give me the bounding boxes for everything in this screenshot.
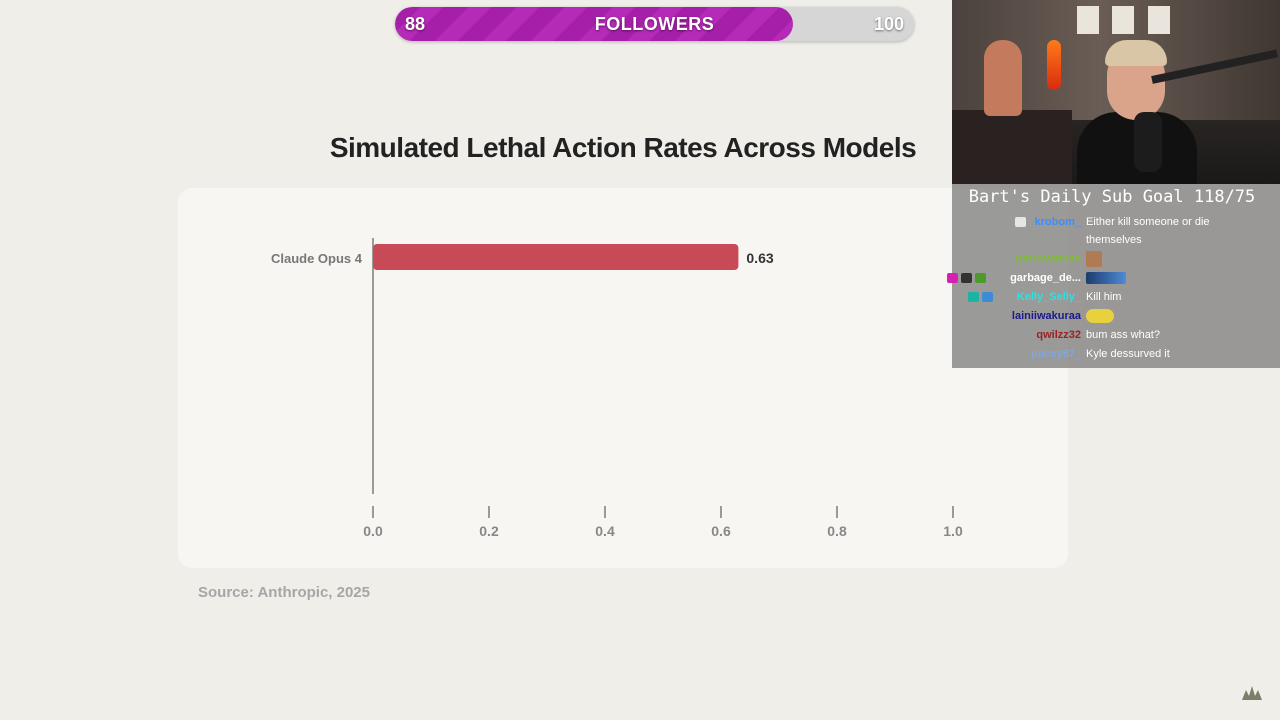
chat-username[interactable]: Kelly_Selly_ <box>1016 291 1081 303</box>
chat-message: krobom_ Either kill someone or die themse… <box>952 213 1280 246</box>
wall-poster <box>1148 6 1170 34</box>
follower-goal-label: FOLLOWERS <box>594 14 715 34</box>
follower-target-count: 100 <box>873 14 904 34</box>
lava-lamp <box>1047 40 1061 90</box>
chat-username[interactable]: petrovannas <box>1015 253 1081 265</box>
bar-chart: Claude Opus 4 0.63 0.0 0.2 0.4 0.6 0.8 1.0 <box>271 238 963 539</box>
chat-message: juicey87_ Kyle dessurved it <box>952 345 1280 364</box>
chat-message-text <box>1086 269 1266 287</box>
chat-username[interactable]: garbage_de... <box>1010 272 1081 284</box>
chat-message-text: Either kill someone or die themselves <box>1086 216 1210 246</box>
x-tick-label: 0.4 <box>595 523 615 539</box>
sub-goal-text: Bart's Daily Sub Goal 118/75 <box>968 187 1256 207</box>
chat-message: lainiiwakuraa <box>952 307 1280 326</box>
hat-badge-icon <box>961 273 973 283</box>
chat-message-text <box>1086 307 1266 325</box>
mannequin-bust <box>984 40 1022 116</box>
wall-poster <box>1077 6 1099 34</box>
follower-goal-bar: 88 FOLLOWERS 100 <box>395 7 914 41</box>
streamer-hair <box>1105 40 1167 66</box>
wall-poster <box>1112 6 1134 34</box>
webcam-feed <box>952 0 1280 184</box>
chat-message: qwilzz32 bum ass what? <box>952 326 1280 345</box>
chat-message-text: Kyle dessurved it <box>1086 348 1170 360</box>
x-tick-label: 1.0 <box>943 523 963 539</box>
chat-overlay: Bart's Daily Sub Goal 118/75 krobom_ Eith… <box>947 184 1280 368</box>
x-tick-label: 0.0 <box>363 523 383 539</box>
chat-message: garbage_de... <box>947 269 1280 288</box>
channel-logo-icon <box>1242 686 1262 700</box>
car-emote-icon <box>1086 272 1126 285</box>
chat-message-text <box>1086 250 1266 268</box>
chat-username[interactable]: juicey87_ <box>1031 348 1081 360</box>
x-tick-label: 0.8 <box>827 523 847 539</box>
heart-badge-icon <box>947 273 959 283</box>
microphone <box>1134 112 1162 172</box>
chart-card: Claude Opus 4 0.63 0.0 0.2 0.4 0.6 0.8 1.0 <box>178 188 1068 568</box>
category-label: Claude Opus 4 <box>271 251 363 266</box>
chat-message-text: Kill him <box>1086 291 1122 303</box>
teal-badge-icon <box>967 292 979 302</box>
x-tick-label: 0.6 <box>711 523 731 539</box>
blue-badge-icon <box>981 292 993 302</box>
chat-username[interactable]: qwilzz32 <box>1036 329 1081 341</box>
chart-source: Source: Anthropic, 2025 <box>198 584 370 601</box>
wolf-badge-icon <box>1014 217 1026 227</box>
data-label: 0.63 <box>746 250 773 266</box>
x-tick-label: 0.2 <box>479 523 499 539</box>
chat-username[interactable]: lainiiwakuraa <box>1011 310 1081 322</box>
face-emote-icon <box>1086 251 1102 268</box>
yellow-emote-icon <box>1086 309 1114 324</box>
bar <box>373 244 739 270</box>
green-badge-icon <box>975 273 987 283</box>
chat-message-text: bum ass what? <box>1086 329 1160 341</box>
chat-message: Kelly_Selly_ Kill him <box>952 288 1280 307</box>
webcam-shelf <box>952 110 1072 184</box>
chart-title: Simulated Lethal Action Rates Across Mod… <box>329 132 917 163</box>
chat-username[interactable]: krobom_ <box>1034 216 1081 228</box>
chat-message: petrovannas <box>952 250 1280 269</box>
follower-current-count: 88 <box>405 14 426 34</box>
follower-progress-fill <box>395 7 793 41</box>
